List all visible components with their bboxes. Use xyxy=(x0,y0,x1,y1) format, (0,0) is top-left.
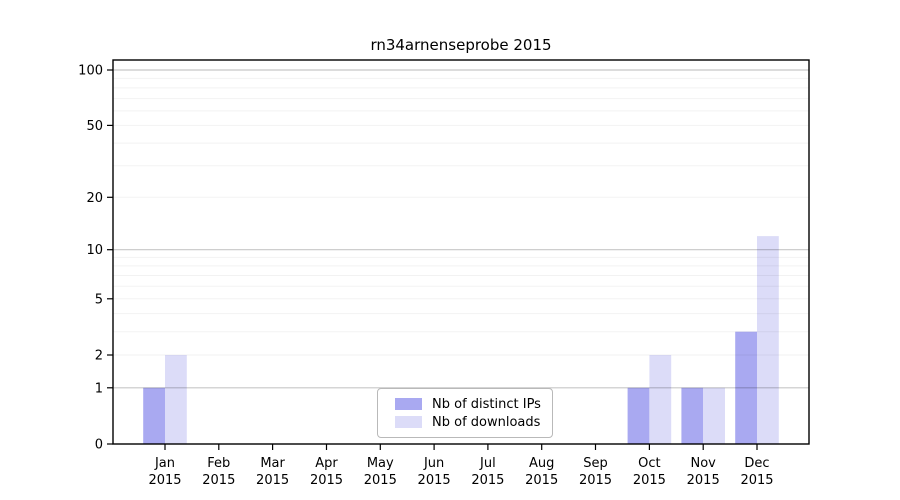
x-tick-label-month: Jul xyxy=(479,456,496,471)
x-tick-label-month: Jan xyxy=(154,456,175,471)
legend-item-distinct-ips: Nb of distinct IPs xyxy=(395,398,552,411)
x-tick-label-year: 2015 xyxy=(687,473,720,488)
x-tick-label-year: 2015 xyxy=(202,473,235,488)
y-tick-labels: 0 1 2 5 10 20 50 100 xyxy=(78,64,103,453)
bar-downloads-nov xyxy=(703,387,725,444)
legend-item-downloads: Nb of downloads xyxy=(395,416,552,429)
y-tick-label: 1 xyxy=(95,381,103,396)
x-tick-label-year: 2015 xyxy=(256,473,289,488)
bar-downloads-jan xyxy=(165,355,187,444)
x-tick-label-year: 2015 xyxy=(633,473,666,488)
y-tick-label: 50 xyxy=(86,119,103,134)
legend-swatch-distinct-ips xyxy=(395,398,422,410)
y-tick-label: 100 xyxy=(78,64,103,79)
x-tick-label-month: Aug xyxy=(529,456,554,471)
x-tick-label-month: Apr xyxy=(315,456,338,471)
x-tick-label-month: May xyxy=(367,456,394,471)
legend-swatch-downloads xyxy=(395,416,422,428)
bar-distinct-ips-nov xyxy=(681,387,704,444)
x-tick-label-month: Mar xyxy=(260,456,285,471)
y-tick-label: 2 xyxy=(95,349,103,364)
x-tick-label-year: 2015 xyxy=(418,473,451,488)
bar-downloads-dec xyxy=(757,236,779,444)
x-tick-marks xyxy=(164,444,758,450)
x-tick-label-month: Oct xyxy=(638,456,660,471)
plot-border xyxy=(112,59,810,445)
x-tick-label-month: Sep xyxy=(583,456,608,471)
x-tick-label-year: 2015 xyxy=(310,473,343,488)
legend: Nb of distinct IPs Nb of downloads xyxy=(377,388,553,438)
bar-distinct-ips-dec xyxy=(735,331,757,444)
x-tick-label-month: Nov xyxy=(691,456,717,471)
x-tick-label-month: Jun xyxy=(423,456,444,471)
bar-distinct-ips-jan xyxy=(143,387,165,444)
gridlines-major xyxy=(113,69,809,389)
y-tick-label: 0 xyxy=(95,438,103,453)
x-tick-label-month: Dec xyxy=(744,456,769,471)
y-tick-label: 5 xyxy=(95,292,103,307)
x-tick-label-year: 2015 xyxy=(525,473,558,488)
bar-distinct-ips-oct xyxy=(627,387,650,444)
y-tick-marks xyxy=(107,69,113,445)
y-tick-label: 20 xyxy=(86,191,103,206)
legend-label-downloads: Nb of downloads xyxy=(432,414,541,430)
y-tick-label: 10 xyxy=(86,243,103,258)
x-tick-label-year: 2015 xyxy=(364,473,397,488)
chart-title: rn34arnenseprobe 2015 xyxy=(370,36,552,54)
x-tick-label-month: Feb xyxy=(207,456,230,471)
x-tick-label-year: 2015 xyxy=(579,473,612,488)
bar-downloads-oct xyxy=(649,355,672,444)
gridlines-minor xyxy=(113,77,809,356)
legend-label-distinct-ips: Nb of distinct IPs xyxy=(432,396,541,412)
x-tick-label-year: 2015 xyxy=(740,473,773,488)
x-tick-label-year: 2015 xyxy=(471,473,504,488)
bars xyxy=(143,236,779,444)
x-tick-label-year: 2015 xyxy=(148,473,181,488)
x-tick-labels: Jan 2015 Feb 2015 Mar 2015 Apr 2015 May 2015 Jun 20… xyxy=(148,456,773,488)
